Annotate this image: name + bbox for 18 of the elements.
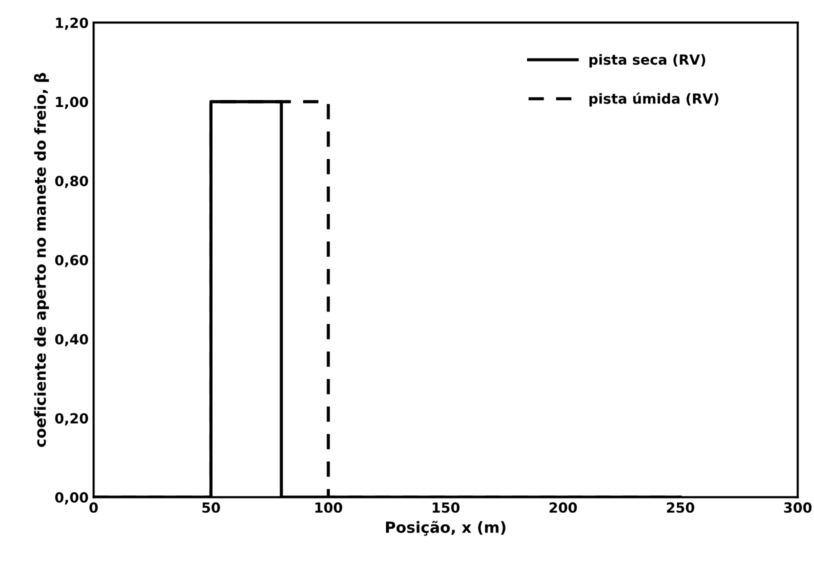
y-axis-title: coeficiente de aperto no manete do freio, β <box>34 72 49 447</box>
y-tick-label: 0,60 <box>55 254 88 268</box>
y-tick-label: 1,00 <box>56 96 88 109</box>
x-tick-label: 0 <box>89 502 98 513</box>
x-axis-title: Posição, x (m) <box>386 520 506 536</box>
y-tick-label: 0,00 <box>55 492 88 504</box>
x-tick-label: 50 <box>202 502 220 513</box>
y-tick-label: 0,20 <box>55 413 88 426</box>
y-tick-label: 0,80 <box>55 176 88 188</box>
y-tick-label: 0,40 <box>55 334 88 346</box>
legend-label: pista úmida (RV) <box>589 92 718 107</box>
x-tick-label: 100 <box>315 502 342 513</box>
y-tick-label: 1,20 <box>56 18 88 30</box>
x-tick-label: 200 <box>550 502 577 513</box>
legend-label: pista seca (RV) <box>589 54 706 68</box>
x-tick-label: 250 <box>666 502 694 513</box>
x-tick-label: 300 <box>784 502 812 513</box>
x-tick-label: 150 <box>432 502 460 513</box>
